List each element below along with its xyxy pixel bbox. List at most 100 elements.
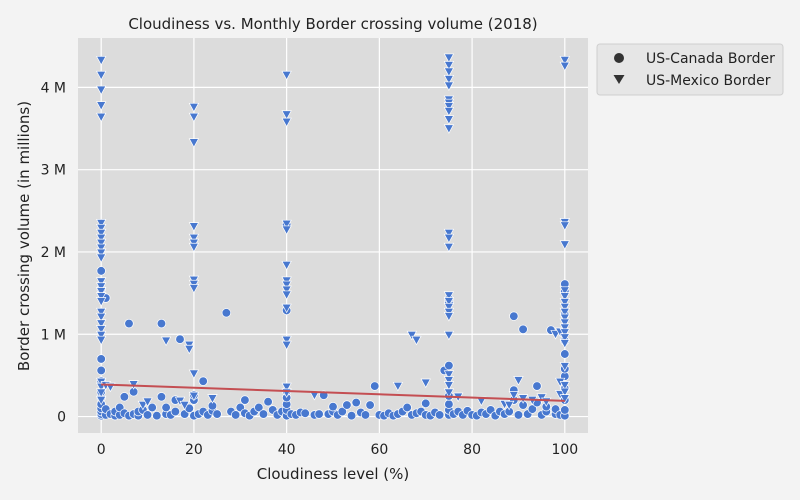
- data-point-mexico: [95, 70, 107, 81]
- x-axis-ticks: 0 20 40 60 80 100: [97, 442, 578, 458]
- x-tick-label: 0: [97, 442, 106, 458]
- data-point-mexico: [443, 330, 455, 341]
- data-point-mexico: [281, 219, 292, 230]
- data-point-mexico: [142, 397, 153, 408]
- data-point-canada: [421, 398, 431, 409]
- x-axis-label: Cloudiness level (%): [257, 465, 410, 483]
- data-point-mexico: [503, 400, 515, 411]
- data-point-canada: [402, 402, 412, 413]
- data-point-mexico: [443, 242, 455, 253]
- x-tick-label: 60: [370, 442, 388, 458]
- data-point-mexico: [95, 243, 107, 254]
- data-point-canada: [444, 399, 454, 409]
- data-point-mexico: [443, 311, 455, 322]
- data-point-mexico: [188, 369, 200, 380]
- y-tick-label: 1 M: [41, 327, 66, 343]
- y-tick-label: 4 M: [41, 80, 66, 96]
- data-point-mexico: [95, 325, 107, 335]
- data-point-mexico: [281, 280, 292, 291]
- data-point-mexico: [443, 53, 455, 64]
- data-point-mexico: [513, 376, 524, 386]
- data-point-mexico: [559, 61, 571, 72]
- data-point-canada: [142, 410, 153, 420]
- data-point-mexico: [95, 312, 107, 323]
- data-point-mexico: [188, 233, 200, 244]
- y-tick-label: 0: [57, 410, 66, 426]
- data-point-canada: [147, 402, 157, 413]
- data-point-mexico: [443, 67, 455, 78]
- data-point-mexico: [443, 102, 455, 112]
- data-point-canada: [258, 409, 269, 419]
- data-point-mexico: [443, 388, 455, 399]
- data-point-mexico: [95, 292, 107, 302]
- data-point-canada: [444, 360, 454, 371]
- data-point-canada: [560, 349, 570, 359]
- data-point-mexico: [559, 339, 571, 349]
- data-point-canada: [346, 411, 357, 421]
- data-point-canada: [96, 354, 106, 364]
- data-point-mexico: [443, 381, 455, 391]
- chart-title: Cloudiness vs. Monthly Border crossing v…: [128, 15, 537, 33]
- data-point-mexico: [392, 381, 404, 392]
- data-point-mexico: [559, 298, 571, 308]
- data-point-mexico: [508, 390, 520, 401]
- data-point-canada: [254, 402, 264, 413]
- data-point-mexico: [95, 223, 107, 234]
- data-point-mexico: [443, 302, 455, 313]
- data-point-mexico: [443, 233, 455, 244]
- data-point-mexico: [443, 124, 455, 134]
- data-point-canada: [300, 408, 310, 418]
- data-point-mexico: [443, 291, 455, 301]
- legend-label-canada: US-Canada Border: [646, 51, 775, 67]
- data-point-mexico: [95, 297, 107, 307]
- data-point-canada: [263, 397, 273, 407]
- data-point-mexico: [95, 395, 107, 406]
- data-point-mexico: [95, 112, 107, 123]
- data-point-mexico: [559, 394, 571, 404]
- data-point-mexico: [443, 228, 455, 239]
- data-point-mexico: [281, 117, 292, 128]
- data-point-mexico: [559, 362, 571, 372]
- data-point-mexico: [95, 101, 107, 111]
- trendline: [101, 383, 565, 402]
- data-point-mexico: [95, 238, 107, 249]
- data-point-mexico: [160, 336, 172, 347]
- data-point-canada: [156, 392, 167, 402]
- x-tick-label: 80: [463, 442, 481, 458]
- data-point-mexico: [559, 387, 571, 398]
- data-point-mexico: [281, 110, 292, 120]
- data-point-mexico: [207, 394, 218, 404]
- data-point-mexico: [443, 376, 455, 386]
- data-point-canada: [365, 400, 375, 410]
- data-point-mexico: [559, 323, 571, 333]
- y-tick-label: 3 M: [41, 163, 66, 179]
- data-point-canada: [513, 410, 524, 420]
- data-point-canada: [221, 308, 232, 318]
- data-point-mexico: [281, 382, 292, 393]
- data-point-mexico: [559, 240, 571, 250]
- legend-marker-canada: [614, 53, 624, 63]
- data-point-mexico: [137, 400, 149, 411]
- legend-box: [596, 43, 784, 96]
- data-point-mexico: [559, 333, 571, 343]
- data-point-mexico: [281, 225, 292, 236]
- data-point-mexico: [95, 85, 107, 96]
- data-point-mexico: [443, 370, 455, 380]
- data-point-mexico: [443, 61, 455, 71]
- data-point-canada: [212, 409, 222, 419]
- data-point-mexico: [95, 253, 107, 264]
- data-point-mexico: [95, 233, 107, 244]
- data-points: [95, 53, 571, 421]
- y-tick-label: 2 M: [41, 245, 66, 261]
- data-point-mexico: [188, 112, 200, 123]
- data-point-mexico: [184, 344, 195, 355]
- data-point-canada: [161, 402, 171, 413]
- data-point-mexico: [95, 56, 107, 66]
- data-point-mexico: [281, 290, 292, 301]
- data-point-canada: [532, 381, 542, 391]
- data-point-mexico: [559, 286, 571, 296]
- data-point-mexico: [281, 285, 292, 296]
- data-point-mexico: [188, 222, 200, 232]
- data-point-mexico: [281, 260, 292, 271]
